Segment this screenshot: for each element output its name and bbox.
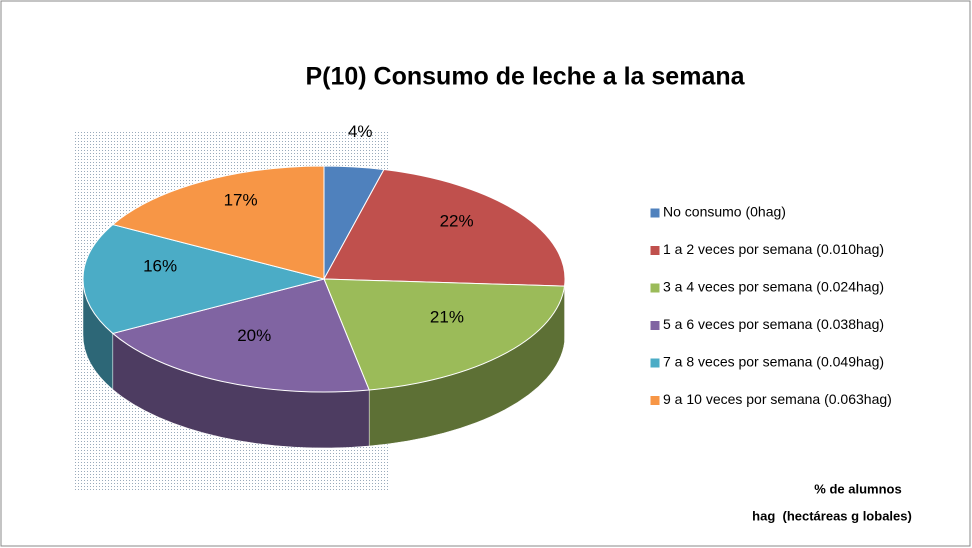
legend-label: 5 a 6 veces por semana (0.038hag) bbox=[663, 316, 884, 332]
data-label: 21% bbox=[430, 307, 464, 326]
data-label: 17% bbox=[224, 190, 258, 209]
legend-swatch bbox=[649, 357, 661, 369]
legend-swatch bbox=[649, 320, 661, 331]
slice bbox=[111, 165, 325, 280]
annotation: % de alumnos bbox=[814, 481, 901, 496]
data-label: 16% bbox=[143, 256, 177, 275]
legend-swatch bbox=[649, 245, 661, 256]
slice bbox=[111, 278, 370, 393]
data-label: 4% bbox=[348, 122, 373, 141]
chart-title: P(10) Consumo de leche a la semana bbox=[305, 63, 745, 91]
legend-swatch bbox=[649, 207, 661, 219]
data-label: 20% bbox=[237, 326, 271, 345]
slice bbox=[323, 169, 566, 287]
slice bbox=[323, 278, 566, 391]
slice bbox=[82, 224, 325, 334]
legend-label: 7 a 8 veces por semana (0.049hag) bbox=[663, 354, 884, 370]
annotation: hag (hectáreas g lobales) bbox=[752, 508, 912, 523]
legend-label: 9 a 10 veces por semana (0.063hag) bbox=[663, 391, 892, 407]
legend-label: 1 a 2 veces por semana (0.010hag) bbox=[663, 241, 884, 257]
data-label: 22% bbox=[440, 211, 474, 230]
legend-label: No consumo (0hag) bbox=[663, 204, 786, 220]
legend-swatch bbox=[649, 282, 661, 294]
legend-label: 3 a 4 veces por semana (0.024hag) bbox=[663, 279, 884, 295]
legend-swatch bbox=[649, 395, 661, 406]
